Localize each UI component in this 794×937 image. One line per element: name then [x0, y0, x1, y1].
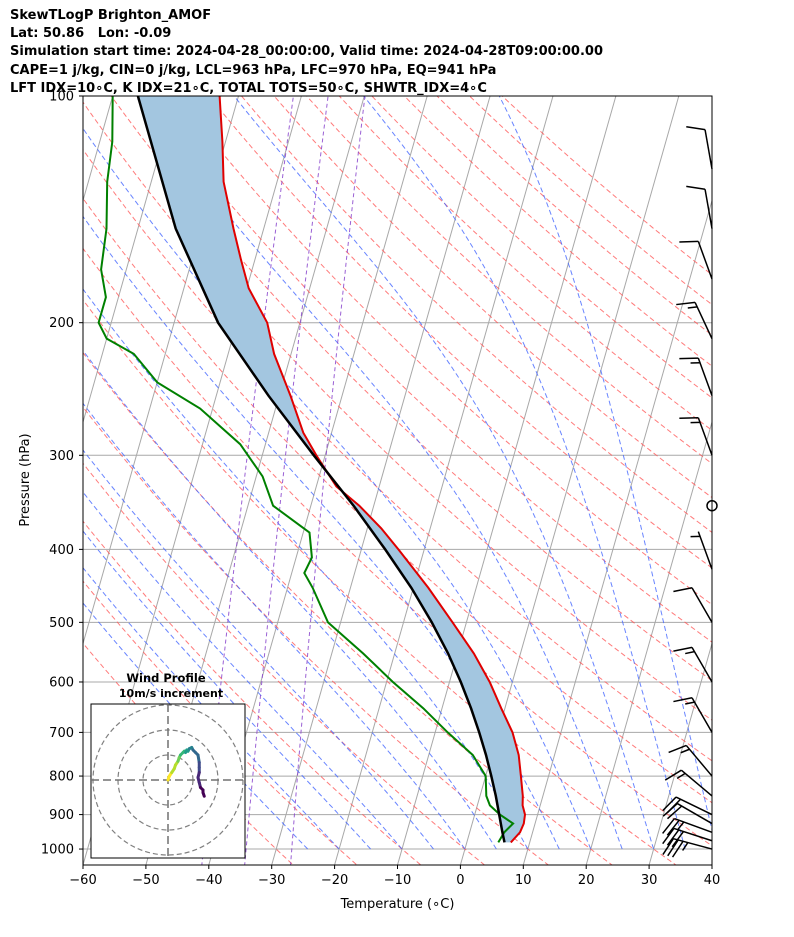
x-tick-label: −30: [258, 873, 285, 888]
moist-adiabat: [83, 349, 497, 850]
mixing-ratio-line: [244, 96, 329, 865]
isotherm-line: [711, 863, 712, 865]
isotherm-line: [585, 420, 712, 865]
wind-barb: [662, 837, 713, 858]
wind-barb: [668, 744, 713, 777]
hodograph-subtitle: 10m/s increment: [119, 687, 223, 700]
dry-adiabat: [338, 96, 712, 431]
isotherm-line: [396, 96, 617, 865]
dry-adiabat: [83, 197, 712, 804]
wind-barb: [673, 697, 713, 733]
x-tick-label: −40: [195, 873, 222, 888]
isotherm-line: [522, 198, 712, 865]
x-tick-label: 0: [456, 873, 464, 888]
temperature-profile: [218, 96, 527, 844]
dry-adiabat: [83, 148, 712, 762]
moist-adiabat: [83, 215, 560, 850]
x-tick-label: 10: [515, 873, 532, 888]
isotherm-line: [771, 62, 794, 881]
wind-barb: [679, 240, 713, 280]
hodograph-segment: [201, 791, 206, 798]
axes: −60 −50 −40 −30 −20 −10 0 10 20 30 40 1000 900 800 700…: [41, 90, 720, 889]
wind-barb: [679, 357, 713, 396]
dry-adiabat: [273, 96, 712, 499]
wind-barb: [662, 796, 713, 816]
header-times: Simulation start time: 2024-04-28_00:00:…: [10, 44, 603, 60]
x-tick-label: −60: [69, 873, 96, 888]
x-tick-label: 40: [704, 873, 721, 888]
moist-adiabat: [83, 602, 309, 850]
moist-adiabat: [83, 530, 371, 850]
dry-adiabat: [240, 96, 712, 533]
dry-adiabat: [436, 96, 712, 336]
y-tick-label: 100: [49, 90, 74, 105]
wind-barb: [662, 827, 713, 848]
x-tick-label: 20: [578, 873, 595, 888]
isotherm-line: [334, 96, 554, 865]
wind-barb: [673, 586, 713, 623]
mixing-ratio-line: [290, 96, 366, 865]
y-tick-label: 200: [49, 316, 74, 331]
x-axis-label: Temperature (∘C): [340, 897, 455, 912]
y-tick-label: 600: [49, 675, 74, 690]
moist-adiabat: [83, 567, 340, 850]
y-axis-label: Pressure (hPa): [18, 433, 33, 526]
hodograph-title: Wind Profile: [126, 671, 206, 685]
wind-barb: [664, 769, 713, 797]
wind-barbs: [662, 126, 718, 858]
hodograph-inset: Wind Profile 10m/s increment: [90, 671, 246, 859]
dry-adiabat: [468, 96, 712, 306]
moist-adiabat: [83, 491, 403, 850]
moist-adiabat: [363, 96, 686, 850]
y-tick-label: 1000: [41, 843, 74, 858]
x-tick-label: 30: [641, 873, 658, 888]
dry-adiabat: [403, 96, 712, 367]
dry-adiabat: [83, 247, 712, 847]
cape-shading: [137, 96, 525, 843]
wind-barb: [673, 646, 713, 683]
isotherm-line: [83, 96, 177, 424]
wind-barb: [662, 817, 713, 836]
wind-barb: [679, 416, 713, 456]
isotherm-line: [648, 641, 712, 865]
wind-barb: [676, 301, 713, 339]
x-tick-label: −10: [384, 873, 411, 888]
header-title: SkewTLogP Brighton_AMOF: [10, 8, 212, 23]
dry-adiabat: [83, 520, 422, 865]
moist-adiabat: [83, 449, 434, 850]
moist-adiabat: [83, 127, 592, 850]
isotherm-line: [271, 96, 491, 865]
header-location: Lat: 50.86 Lon: -0.09: [10, 26, 172, 42]
x-tick-label: −50: [132, 873, 159, 888]
y-tick-label: 400: [49, 543, 74, 558]
parcel-profile: [136, 96, 506, 843]
dry-adiabat: [83, 406, 550, 865]
chart-header: SkewTLogP Brighton_AMOF Lat: 50.86 Lon: …: [10, 7, 780, 98]
moist-adiabat: [233, 96, 655, 850]
y-tick-label: 700: [49, 726, 74, 741]
moist-adiabat: [83, 402, 466, 850]
dry-adiabat: [371, 96, 712, 399]
header-stability-2: LFT IDX=10∘C, K IDX=21∘C, TOTAL TOTS=50∘…: [10, 80, 487, 96]
dewpoint-profile: [97, 96, 515, 843]
dry-adiabat: [208, 96, 712, 569]
y-tick-label: 300: [49, 449, 74, 464]
moist-adiabat: [135, 96, 623, 850]
dry-adiabat: [501, 96, 712, 276]
y-tick-label: 900: [49, 808, 74, 823]
y-tick-label: 800: [49, 770, 74, 785]
dry-adiabat: [110, 96, 712, 682]
wind-barb: [686, 185, 713, 229]
dry-adiabat: [306, 96, 712, 465]
x-tick-label: −20: [321, 873, 348, 888]
wind-barb: [690, 531, 713, 570]
isotherm-line: [83, 96, 114, 203]
dry-adiabat: [175, 96, 712, 606]
y-tick-label: 500: [49, 616, 74, 631]
header-stability-1: CAPE=1 j/kg, CIN=0 j/kg, LCL=963 hPa, LF…: [10, 62, 497, 78]
moist-adiabat: [498, 96, 712, 833]
wind-barb: [686, 126, 713, 170]
